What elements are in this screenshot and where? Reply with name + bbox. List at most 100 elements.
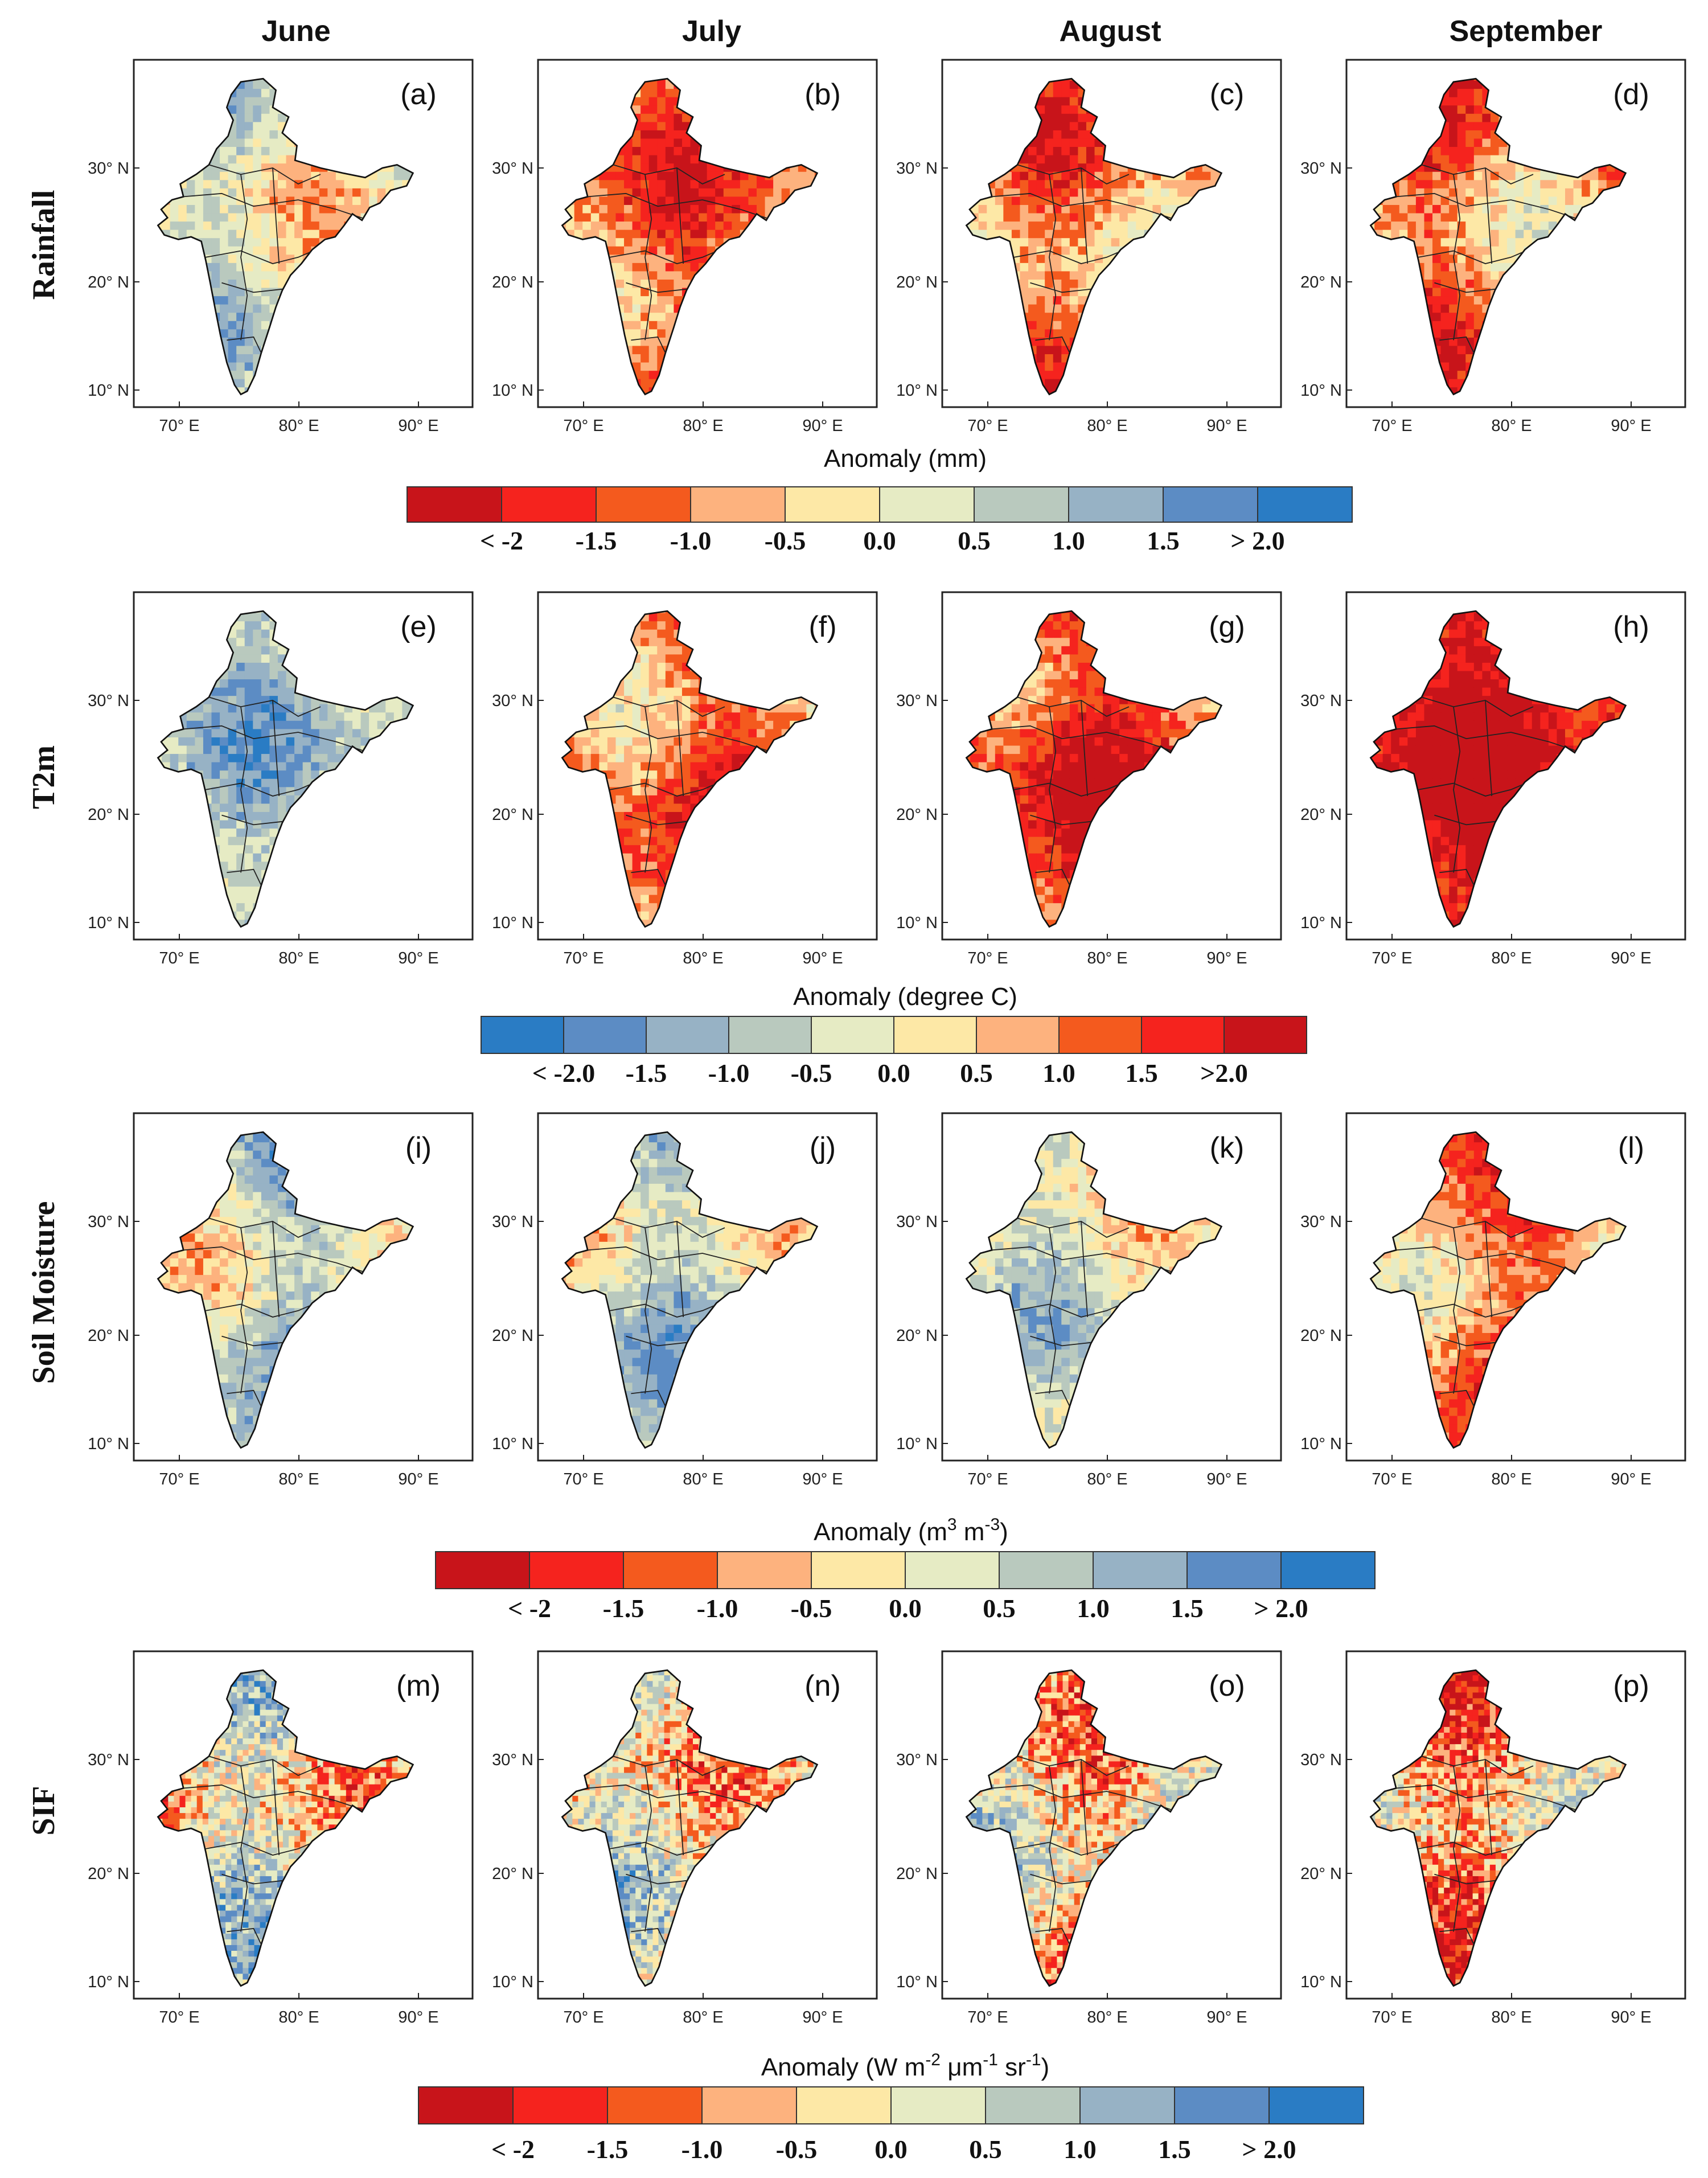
- lon-tick-label: 90° E: [1611, 949, 1651, 967]
- lon-tick-label: 90° E: [1206, 1470, 1247, 1488]
- colorbar-tick-label: 0.0: [863, 526, 896, 555]
- state-boundaries: [992, 1755, 1174, 1945]
- lon-tick-label: 90° E: [398, 417, 438, 435]
- state-boundaries: [1396, 164, 1578, 354]
- colorbar-swatch: [481, 1016, 564, 1054]
- lat-tick-label: 30° N: [1300, 1213, 1342, 1231]
- map-panel: (p) 30° N 20° N 10° N 70° E 80° E 90° E: [1300, 1650, 1686, 2027]
- state-boundaries: [183, 1755, 366, 1945]
- colorbar-tick-label: 1.0: [1077, 1594, 1110, 1623]
- lon-tick-label: 70° E: [967, 417, 1008, 435]
- map-panel: (o) 30° N 20° N 10° N 70° E 80° E 90° E: [896, 1650, 1282, 2027]
- colorbar-tick-label: 0.5: [958, 526, 991, 555]
- lon-tick-label: 90° E: [802, 2008, 843, 2027]
- colorbar-tick-label: 0.0: [889, 1594, 922, 1623]
- lon-tick-label: 80° E: [1491, 1470, 1532, 1488]
- colorbar-tick-label: < -2: [480, 526, 523, 555]
- map-panel: (i) 30° N 20° N 10° N 70° E 80° E 90° E: [88, 1112, 474, 1488]
- lat-tick-label: 30° N: [88, 1751, 129, 1769]
- map-panel: (f) 30° N 20° N 10° N 70° E 80° E 90° E: [492, 591, 878, 967]
- colorbar-tick-label: -1.0: [697, 1594, 738, 1623]
- lon-tick-label: 90° E: [1206, 417, 1247, 435]
- colorbar-swatch: [607, 2086, 703, 2124]
- colorbar-tick-label: -0.5: [791, 1059, 832, 1088]
- lon-tick-label: 90° E: [802, 949, 843, 967]
- colorbar-tick-label: 0.0: [877, 1059, 910, 1088]
- panel-label: (o): [1209, 1670, 1245, 1703]
- lon-tick-label: 80° E: [1491, 2008, 1532, 2027]
- lon-tick-label: 70° E: [967, 2008, 1008, 2027]
- colorbar-tick-label: -1.0: [670, 526, 712, 555]
- colorbar-title-t2m: Anomaly (degree C): [793, 983, 1017, 1011]
- colorbar-swatch: [596, 486, 691, 523]
- colorbar-tick-label: 0.5: [960, 1059, 993, 1088]
- lon-tick-label: 80° E: [1491, 949, 1532, 967]
- lat-tick-label: 20° N: [896, 1865, 938, 1883]
- panel-label: (d): [1613, 78, 1649, 111]
- lat-tick-label: 10° N: [88, 382, 129, 400]
- colorbar-tick-label: < -2: [491, 2135, 535, 2164]
- colorbar-tick-label: -1.5: [626, 1059, 667, 1088]
- colorbar-swatch: [976, 1016, 1060, 1054]
- lat-tick-label: 10° N: [88, 1973, 129, 1991]
- colorbar: < -2 -1.5 -1.0 -0.5 0.0 0.5 1.0 1.5 > 2.0: [435, 1551, 1376, 1623]
- map-panel: (b) 30° N 20° N 10° N 70° E 80° E 90° E: [492, 59, 878, 435]
- lat-tick-label: 30° N: [88, 1213, 129, 1231]
- lat-tick-label: 30° N: [1300, 692, 1342, 710]
- column-title-june: June: [261, 15, 330, 48]
- colorbar-tick-label: 0.5: [983, 1594, 1016, 1623]
- colorbar-tick-label: 1.5: [1125, 1059, 1158, 1088]
- map-panel: (j) 30° N 20° N 10° N 70° E 80° E 90° E: [492, 1112, 878, 1488]
- colorbar-swatch: [1257, 486, 1353, 523]
- panel-label: (b): [804, 78, 841, 111]
- colorbar-title-soil-moisture: Anomaly (m3 m-3): [814, 1515, 1008, 1546]
- map-panel: (g) 30° N 20° N 10° N 70° E 80° E 90° E: [896, 591, 1282, 967]
- lat-tick-label: 10° N: [492, 914, 533, 932]
- colorbar-tick-label: > 2.0: [1230, 526, 1284, 555]
- column-title-september: September: [1450, 15, 1603, 48]
- colorbar-tick-label: >2.0: [1200, 1059, 1248, 1088]
- panel-label: (a): [400, 78, 437, 111]
- colorbar-swatch: [1223, 1016, 1307, 1054]
- panel-label: (e): [400, 610, 437, 643]
- row-label-soil-moisture: Soil Moisture: [26, 1201, 61, 1384]
- lon-tick-label: 70° E: [1372, 2008, 1412, 2027]
- map-panel: (a) 30° N 20° N 10° N 70° E 80° E 90° E: [88, 59, 474, 435]
- colorbar-swatch: [905, 1551, 1000, 1589]
- lat-tick-label: 30° N: [88, 159, 129, 178]
- colorbar-title-rainfall: Anomaly (mm): [824, 445, 987, 473]
- row-label-sif: SIF: [26, 1786, 61, 1835]
- lat-tick-label: 20° N: [492, 1865, 533, 1883]
- colorbar-swatch: [418, 2086, 514, 2124]
- column-title-july: July: [682, 15, 741, 48]
- state-boundaries: [183, 1217, 366, 1407]
- lat-tick-label: 20° N: [1300, 1865, 1342, 1883]
- panel-label: (n): [804, 1670, 841, 1703]
- map-panel: (m) 30° N 20° N 10° N 70° E 80° E 90° E: [88, 1650, 474, 2027]
- colorbar-tick-label: 1.5: [1147, 526, 1180, 555]
- colorbar-tick-label: -0.5: [791, 1594, 832, 1623]
- lat-tick-label: 10° N: [896, 1435, 938, 1453]
- lat-tick-label: 30° N: [492, 1751, 533, 1769]
- colorbar-swatch: [1186, 1551, 1282, 1589]
- colorbars: Anomaly (mm) Anomaly (degree C) Anomaly …: [407, 445, 1376, 2164]
- colorbar: < -2.0 -1.5 -1.0 -0.5 0.0 0.5 1.0 1.5 >2.0: [481, 1016, 1307, 1088]
- map-panel: (k) 30° N 20° N 10° N 70° E 80° E 90° E: [896, 1112, 1282, 1488]
- lat-tick-label: 20° N: [88, 273, 129, 292]
- state-boundaries: [992, 696, 1174, 886]
- state-boundaries: [992, 1217, 1174, 1407]
- lon-tick-label: 70° E: [159, 949, 199, 967]
- panel-label: (c): [1210, 78, 1245, 111]
- map-panel: (l) 30° N 20° N 10° N 70° E 80° E 90° E: [1300, 1112, 1686, 1488]
- panel-label: (p): [1613, 1670, 1649, 1703]
- state-boundaries: [1396, 1217, 1578, 1407]
- colorbar-swatch: [1268, 2086, 1364, 2124]
- lat-tick-label: 30° N: [492, 1213, 533, 1231]
- lon-tick-label: 90° E: [1611, 2008, 1651, 2027]
- lon-tick-label: 70° E: [563, 2008, 603, 2027]
- state-boundaries: [1396, 696, 1578, 886]
- lat-tick-label: 20° N: [1300, 1327, 1342, 1345]
- lon-tick-label: 70° E: [159, 417, 199, 435]
- colorbar-tick-label: 1.0: [1064, 2135, 1097, 2164]
